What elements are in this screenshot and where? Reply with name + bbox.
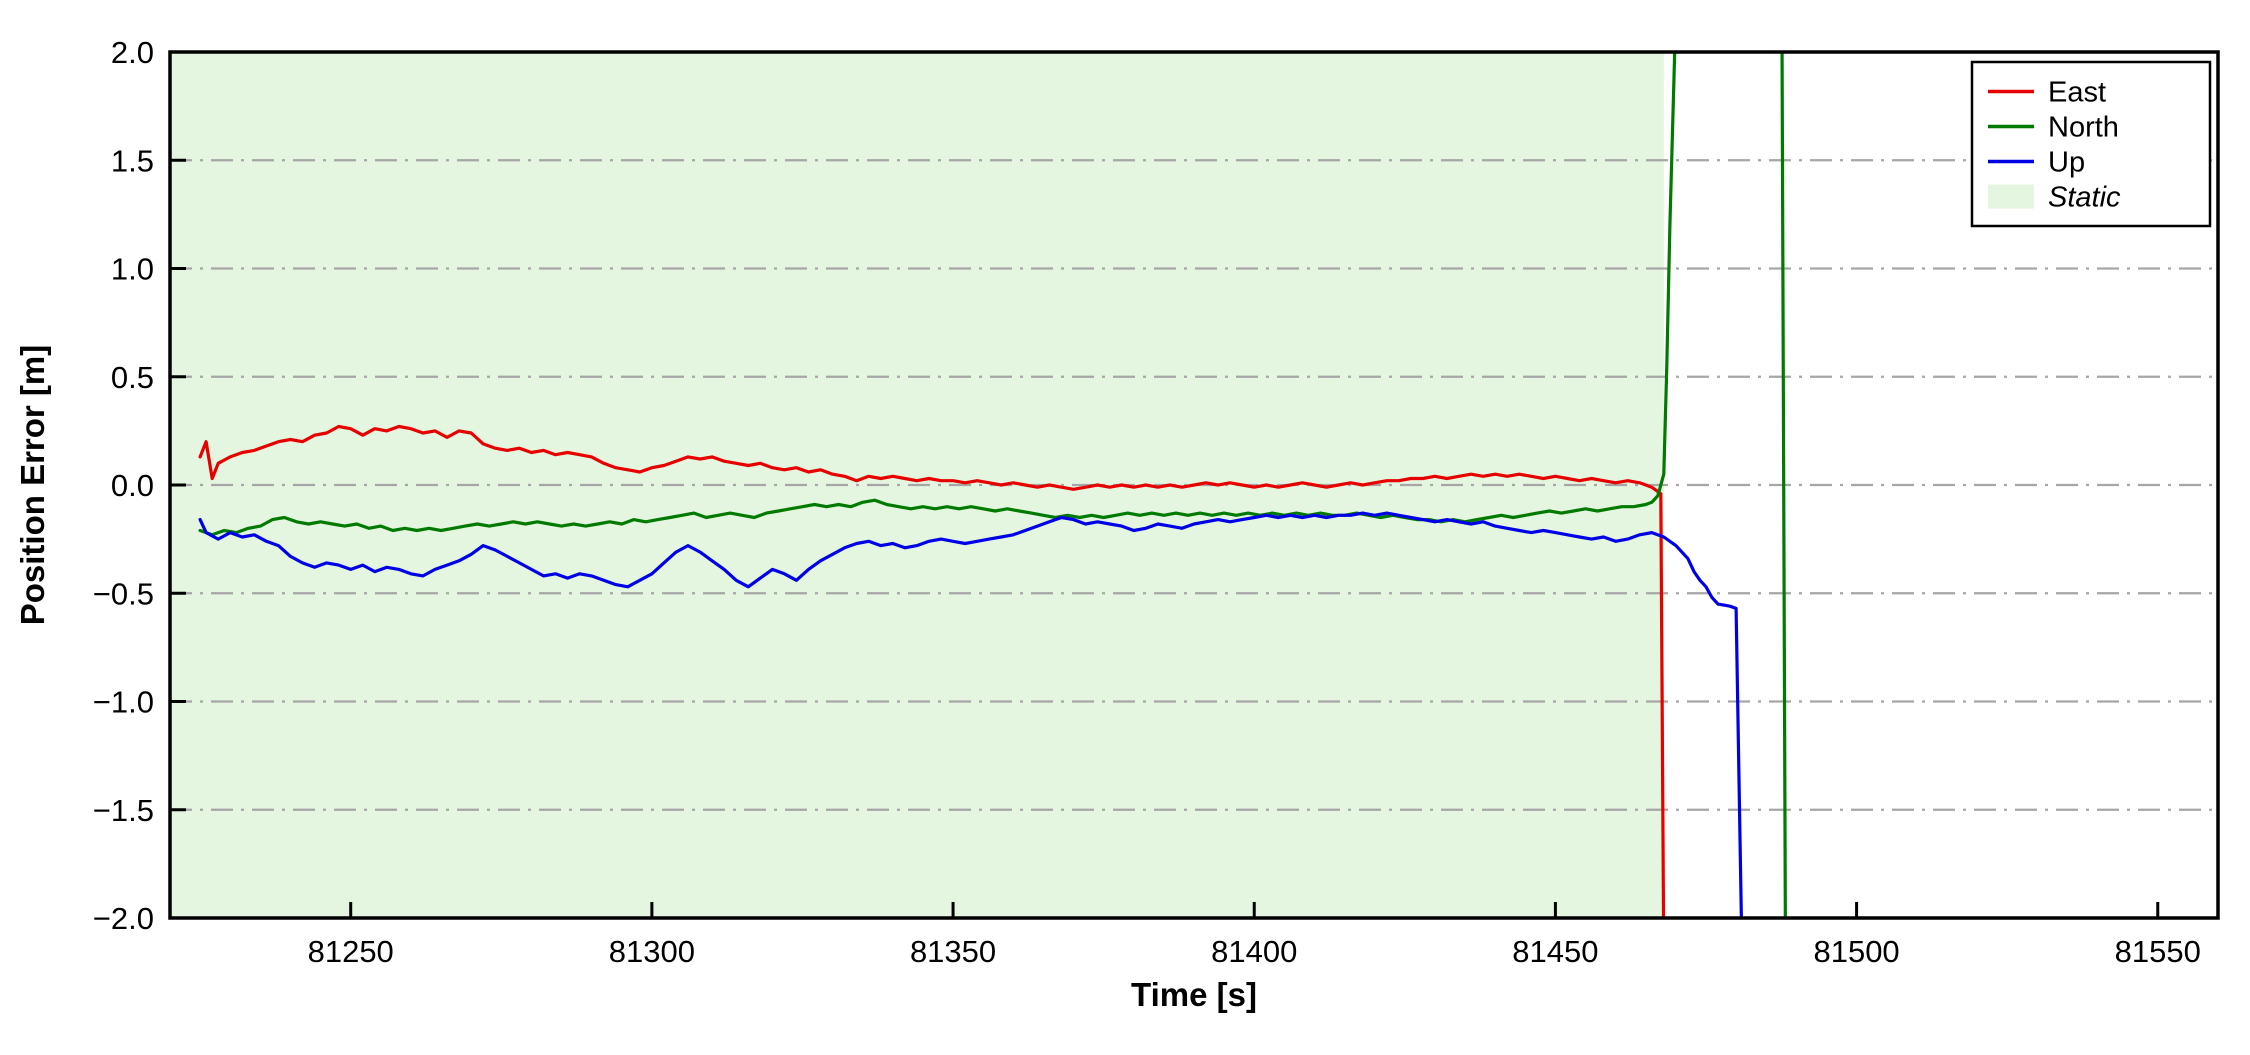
y-tick-label: 0.5 xyxy=(111,360,154,395)
series-up-line xyxy=(198,511,1743,918)
legend-label-static: Static xyxy=(2048,182,2121,214)
x-tick-label: 81550 xyxy=(2115,934,2201,969)
x-axis-label: Time [s] xyxy=(1131,976,1257,1013)
y-tick-label: 0.0 xyxy=(111,468,154,503)
x-tick-label: 81350 xyxy=(910,934,996,969)
y-tick-label: −1.0 xyxy=(93,685,154,720)
y-tick-label: −0.5 xyxy=(93,576,154,611)
legend-label-east: East xyxy=(2048,77,2106,109)
y-tick-label: −2.0 xyxy=(93,901,154,936)
y-axis-label: Position Error [m] xyxy=(14,345,51,626)
x-tick-label: 81500 xyxy=(1813,934,1899,969)
legend-swatch-static xyxy=(1988,184,2034,209)
x-tick-label: 81250 xyxy=(308,934,394,969)
y-tick-label: −1.5 xyxy=(93,793,154,828)
x-tick-label: 81300 xyxy=(609,934,695,969)
x-tick-label: 81450 xyxy=(1512,934,1598,969)
series-east-line xyxy=(198,424,1666,918)
legend-label-north: North xyxy=(2048,112,2119,144)
series-north-line xyxy=(198,52,1787,918)
chart-plot-area: 81250 81300 81350 81400 81450 81500 81550 −2.0 −… xyxy=(93,35,2220,969)
y-tick-label: 2.0 xyxy=(111,35,154,70)
y-tick-label: 1.5 xyxy=(111,143,154,178)
legend-label-up: Up xyxy=(2048,147,2085,179)
y-tick-label: 1.0 xyxy=(111,252,154,287)
x-tick-label: 81400 xyxy=(1211,934,1297,969)
